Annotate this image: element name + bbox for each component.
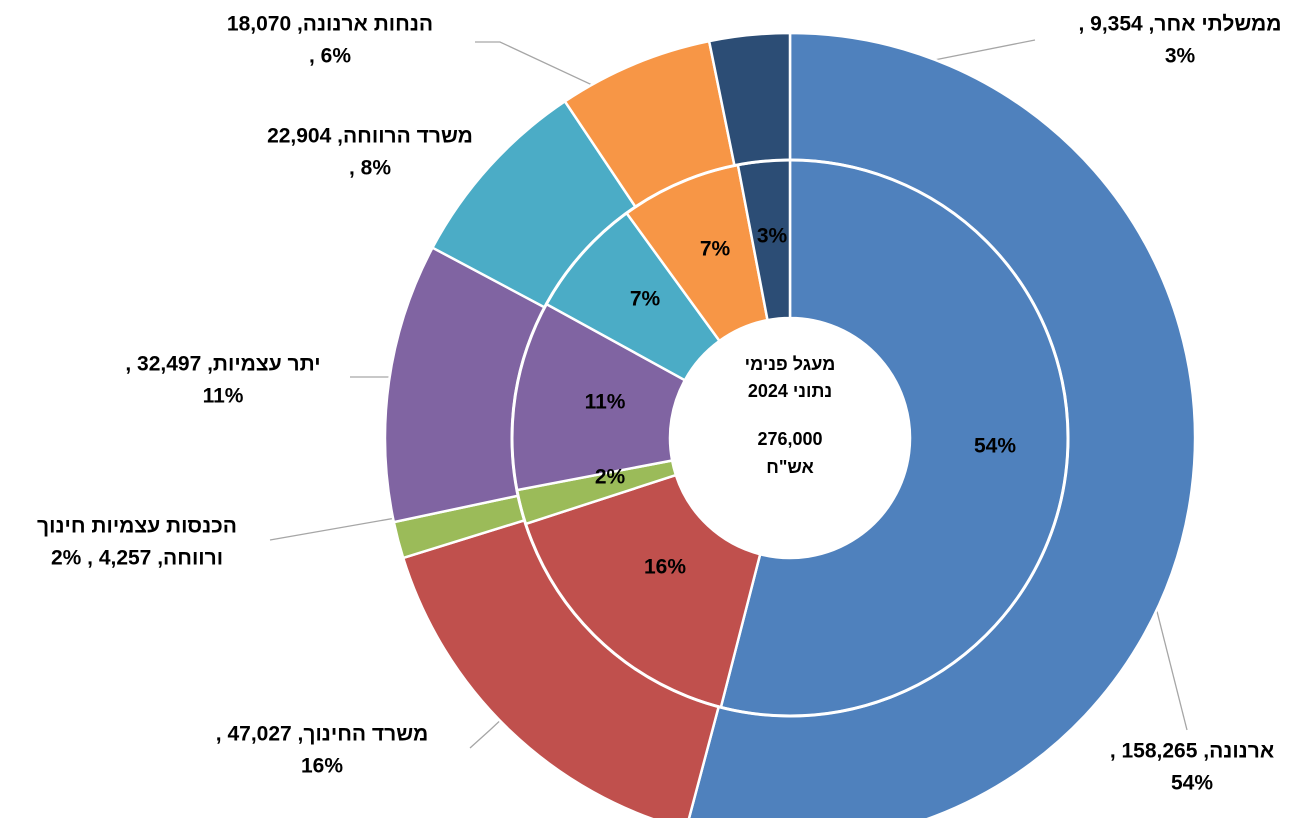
inner-data-label: 7%	[630, 288, 661, 311]
outer-data-label: הנחות ארנונה, 18,070	[227, 13, 433, 36]
inner-data-label: 16%	[644, 556, 686, 579]
inner-data-label: 54%	[974, 435, 1016, 458]
center-annotation: נתוני 2024	[748, 381, 832, 401]
outer-data-label: יתר עצמיות, 32,497 ,	[125, 353, 320, 376]
outer-data-label: 8% ,	[349, 157, 391, 180]
ring-separator	[510, 158, 1070, 718]
outer-data-label: משרד הרווחה, 22,904	[267, 125, 473, 148]
outer-data-label: 16%	[301, 755, 343, 778]
outer-data-label: ממשלתי אחר, 9,354 ,	[1078, 13, 1281, 36]
outer-data-label: הכנסות עצמיות חינוך	[37, 515, 237, 538]
outer-data-label: 11%	[203, 385, 244, 408]
inner-data-label: 11%	[585, 391, 626, 414]
outer-data-label: 6% ,	[309, 45, 351, 68]
outer-data-label: ארנונה, 158,265 ,	[1110, 740, 1274, 763]
outer-data-label: 3%	[1165, 45, 1196, 68]
inner-data-label: 7%	[700, 238, 731, 261]
center-annotation: 276,000	[757, 429, 822, 449]
inner-data-label: 3%	[757, 225, 788, 248]
inner-data-label: 2%	[595, 466, 626, 489]
center-annotation: אש"ח	[766, 457, 814, 477]
center-annotation: מעגל פנימי	[745, 354, 836, 374]
outer-data-label: 54%	[1171, 772, 1213, 795]
outer-data-label: ורווחה, 4,257 , 2%	[51, 547, 223, 570]
outer-data-label: משרד החינוך, 47,027 ,	[216, 723, 428, 746]
